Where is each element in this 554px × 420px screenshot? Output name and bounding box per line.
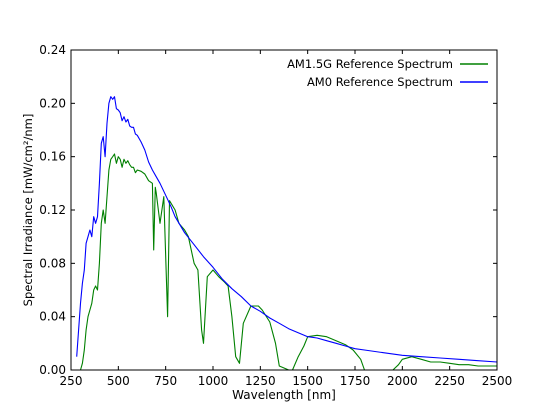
- x-tick-label: 1750: [340, 374, 371, 388]
- x-tick-label: 250: [60, 374, 83, 388]
- x-tick-label: 1500: [292, 374, 323, 388]
- y-tick-label: 0.24: [39, 43, 66, 57]
- x-tick-label: 2000: [387, 374, 418, 388]
- legend: AM1.5G Reference Spectrum AM0 Reference …: [287, 57, 488, 89]
- y-tick-label: 0.20: [39, 96, 66, 110]
- x-tick-label: 750: [154, 374, 177, 388]
- tick-layer: 250 500 750 1000 1250 1500 1750 2000 2250 2500 0.0…: [39, 43, 512, 388]
- legend-label-am0: AM0 Reference Spectrum: [307, 75, 453, 89]
- series-line-1: [76, 96, 498, 363]
- x-axis-label: Wavelength [nm]: [232, 388, 336, 402]
- x-tick-label: 1250: [245, 374, 276, 388]
- x-tick-label: 500: [107, 374, 130, 388]
- y-tick-label: 0.04: [39, 310, 66, 324]
- x-tick-label: 2250: [434, 374, 465, 388]
- y-tick-label: 0.16: [39, 150, 66, 164]
- plot-frame: [70, 49, 498, 371]
- series-layer: [76, 96, 498, 371]
- y-axis-label: Spectral Irradiance [mW/cm²/nm]: [21, 114, 35, 307]
- y-tick-label: 0.12: [39, 203, 66, 217]
- series-line-0: [76, 153, 497, 371]
- x-tick-label: 2500: [482, 374, 513, 388]
- legend-label-am15g: AM1.5G Reference Spectrum: [287, 57, 453, 71]
- x-tick-label: 1000: [198, 374, 229, 388]
- y-tick-label: 0.00: [39, 363, 66, 377]
- y-tick-label: 0.08: [39, 256, 66, 270]
